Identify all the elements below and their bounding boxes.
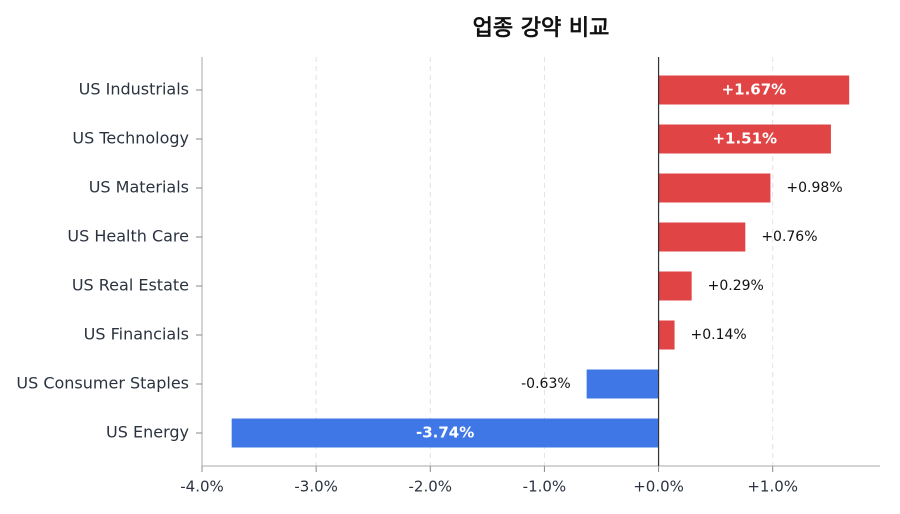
bar (658, 271, 692, 301)
value-label: +0.14% (691, 327, 747, 343)
x-tick-label: -4.0% (180, 478, 224, 496)
chart-title: 업종 강약 비교 (473, 16, 610, 41)
x-tick-label: -3.0% (294, 478, 338, 496)
bar (658, 320, 675, 350)
y-tick-label: US Energy (106, 423, 189, 442)
y-tick-label: US Industrials (79, 80, 189, 99)
x-tick-label: -1.0% (523, 478, 567, 496)
x-tick-label: -2.0% (409, 478, 453, 496)
value-label: -0.63% (521, 376, 571, 392)
y-tick-label: US Real Estate (72, 276, 189, 295)
x-tick-label: +0.0% (633, 478, 684, 496)
bar (658, 124, 831, 154)
bar (658, 75, 850, 105)
value-label: +1.67% (722, 81, 787, 99)
y-tick-label: US Technology (72, 129, 189, 148)
y-tick-label: US Consumer Staples (16, 374, 189, 393)
y-tick-label: US Health Care (67, 227, 189, 246)
y-tick-label: US Materials (89, 178, 189, 197)
value-label: +1.51% (712, 130, 777, 148)
bar (658, 222, 746, 252)
value-label: -3.74% (416, 424, 474, 442)
value-label: +0.98% (786, 180, 842, 196)
bar (658, 173, 771, 203)
value-label: +0.29% (708, 278, 764, 294)
value-label: +0.76% (761, 229, 817, 245)
x-tick-label: +1.0% (747, 478, 798, 496)
y-tick-label: US Financials (84, 325, 189, 344)
bar (231, 418, 659, 448)
bar (586, 369, 659, 399)
